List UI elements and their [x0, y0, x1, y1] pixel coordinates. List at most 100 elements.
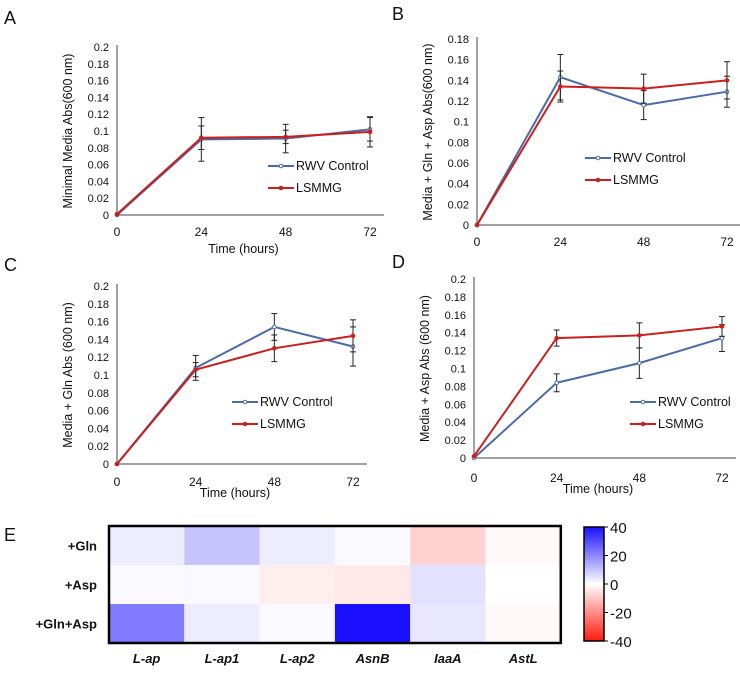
x-tick-label: 72: [715, 471, 729, 485]
y-tick-label: 0.2: [451, 274, 466, 286]
legend-label: RWV Control: [613, 151, 686, 165]
heatmap-cell: [184, 604, 260, 643]
y-tick-label: 0.14: [88, 334, 109, 346]
data-point: [719, 324, 725, 329]
series-line-rwv-control: [473, 337, 723, 459]
x-tick-label: 24: [189, 475, 203, 489]
panel-d: D 0 0.02 0.04 0.06 0.08 0.1 0.12 0.14 0.16 0.18 0.2…: [392, 252, 736, 496]
data-point: [554, 335, 559, 341]
series-line-lsmmg: [473, 325, 723, 457]
y-tick-label: 0: [103, 459, 109, 471]
heatmap-cell: [109, 604, 185, 643]
data-point: [367, 129, 373, 135]
data-point: [554, 380, 559, 386]
x-tick-label: 0: [114, 225, 121, 239]
y-tick-label: 0: [460, 453, 466, 465]
column-label: IaaA: [434, 651, 461, 666]
row-label: +Gln+Asp: [36, 617, 97, 632]
colorbar-tick-label: -40: [610, 634, 632, 651]
y-tick-label: 0.2: [94, 42, 109, 54]
legend-marker: [278, 163, 284, 169]
y-axis-label: Media + Gln + Asp Abs(600 nm): [421, 43, 435, 220]
y-tick-label: 0.2: [94, 281, 109, 293]
y-tick-label: 0.14: [448, 75, 469, 87]
heatmap-border: [107, 524, 563, 645]
y-tick-label: 0.02: [88, 193, 109, 205]
x-axis-label: Time (hours): [200, 486, 270, 500]
y-tick-label: 0.1: [451, 364, 466, 376]
data-point: [114, 211, 120, 217]
y-tick-label: 0.12: [88, 352, 109, 364]
legend-label: LSMMG: [658, 417, 704, 431]
heatmap-cell: [109, 565, 185, 604]
colorbar: [583, 526, 605, 642]
data-point: [558, 84, 563, 89]
panel-label: E: [4, 525, 16, 545]
colorbar-tick-label: -20: [610, 606, 632, 623]
y-tick-label: 0.12: [88, 109, 109, 121]
legend-label: LSMMG: [296, 181, 342, 195]
data-point: [637, 333, 642, 338]
colorbar-tick-label: 40: [610, 520, 627, 537]
heatmap-cell: [184, 526, 260, 565]
x-tick-label: 24: [554, 235, 568, 249]
data-point: [272, 346, 277, 351]
column-label: AsnB: [355, 651, 390, 666]
y-tick-label: 0: [103, 210, 109, 222]
x-tick-label: 72: [363, 225, 377, 239]
heatmap-cell: [334, 565, 411, 604]
legend-marker: [595, 155, 601, 161]
y-tick-label: 0.06: [445, 399, 466, 411]
heatmap-cell: [259, 565, 335, 604]
data-point: [114, 461, 120, 467]
y-tick-label: 0.18: [448, 34, 469, 46]
panel-label: D: [392, 252, 405, 272]
y-tick-label: 0: [463, 220, 469, 232]
legend-marker: [278, 185, 284, 191]
heatmap-cell: [184, 565, 260, 604]
y-tick-label: 0.06: [88, 406, 109, 418]
y-tick-label: 0.16: [88, 317, 109, 329]
y-tick-label: 0.1: [94, 370, 109, 382]
legend-label: RWV Control: [296, 159, 369, 173]
y-tick-label: 0.06: [88, 160, 109, 172]
data-point: [641, 86, 646, 91]
heatmap-cell: [259, 526, 335, 565]
panel-b: B 0 0.02 0.04 0.06 0.08 0.1 0.12 0.14 0.16 0.18 0 24…: [392, 4, 740, 249]
data-point: [719, 335, 725, 341]
heatmap-cell: [410, 604, 486, 643]
legend-label: LSMMG: [260, 417, 306, 431]
x-tick-label: 24: [550, 471, 564, 485]
y-tick-label: 0.14: [88, 92, 109, 104]
y-tick-label: 0.16: [448, 55, 469, 67]
x-tick-label: 0: [471, 471, 478, 485]
y-tick-label: 0.04: [448, 179, 469, 191]
heatmap-cell: [334, 604, 411, 643]
row-label: +Asp: [65, 578, 97, 593]
heatmap-cell: [334, 526, 411, 565]
y-tick-label: 0.08: [88, 143, 109, 155]
data-point: [283, 134, 288, 140]
y-tick-label: 0.1: [94, 126, 109, 138]
data-point: [193, 367, 198, 372]
heatmap-cell: [410, 565, 486, 604]
series-line-lsmmg: [116, 334, 354, 465]
y-tick-label: 0.16: [88, 76, 109, 88]
y-tick-label: 0.18: [445, 292, 466, 304]
column-label: L-ap1: [205, 651, 240, 666]
panel-a: A 0 0.02 0.04 0.06 0.08 0.1 0.12 0.14 0.16 0.18 0.2…: [4, 8, 384, 256]
y-tick-label: 0.18: [88, 299, 109, 311]
panel-label: C: [4, 255, 17, 275]
series-line-lsmmg: [116, 130, 371, 215]
y-tick-label: 0.04: [88, 176, 109, 188]
panel-label: A: [4, 8, 16, 28]
y-axis-label: Minimal Media Abs(600 nm): [61, 54, 75, 209]
heatmap-cell: [410, 526, 486, 565]
column-label: L-ap2: [280, 651, 315, 666]
x-tick-label: 48: [279, 225, 293, 239]
series-line-rwv-control: [476, 76, 728, 226]
y-tick-label: 0.02: [448, 199, 469, 211]
x-tick-label: 24: [195, 225, 209, 239]
